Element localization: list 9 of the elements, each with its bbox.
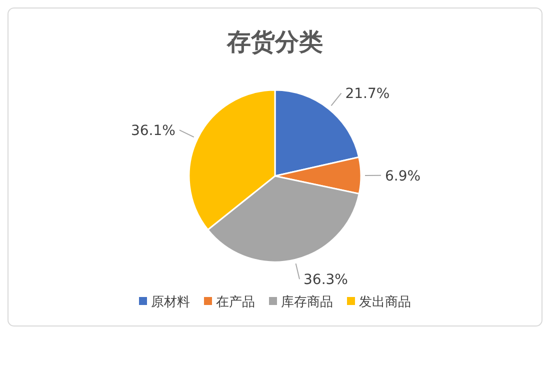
legend-label: 原材料 <box>151 295 190 310</box>
data-label: 36.3% <box>304 272 348 288</box>
data-label: 36.1% <box>130 123 176 140</box>
legend-label: 库存商品 <box>281 295 333 310</box>
legend-label: 发出商品 <box>359 295 411 310</box>
chart-title: 存货分类 <box>226 28 323 56</box>
legend-label: 在产品 <box>216 295 255 310</box>
data-label: 21.7% <box>345 86 390 102</box>
data-label: 6.9% <box>385 168 421 184</box>
